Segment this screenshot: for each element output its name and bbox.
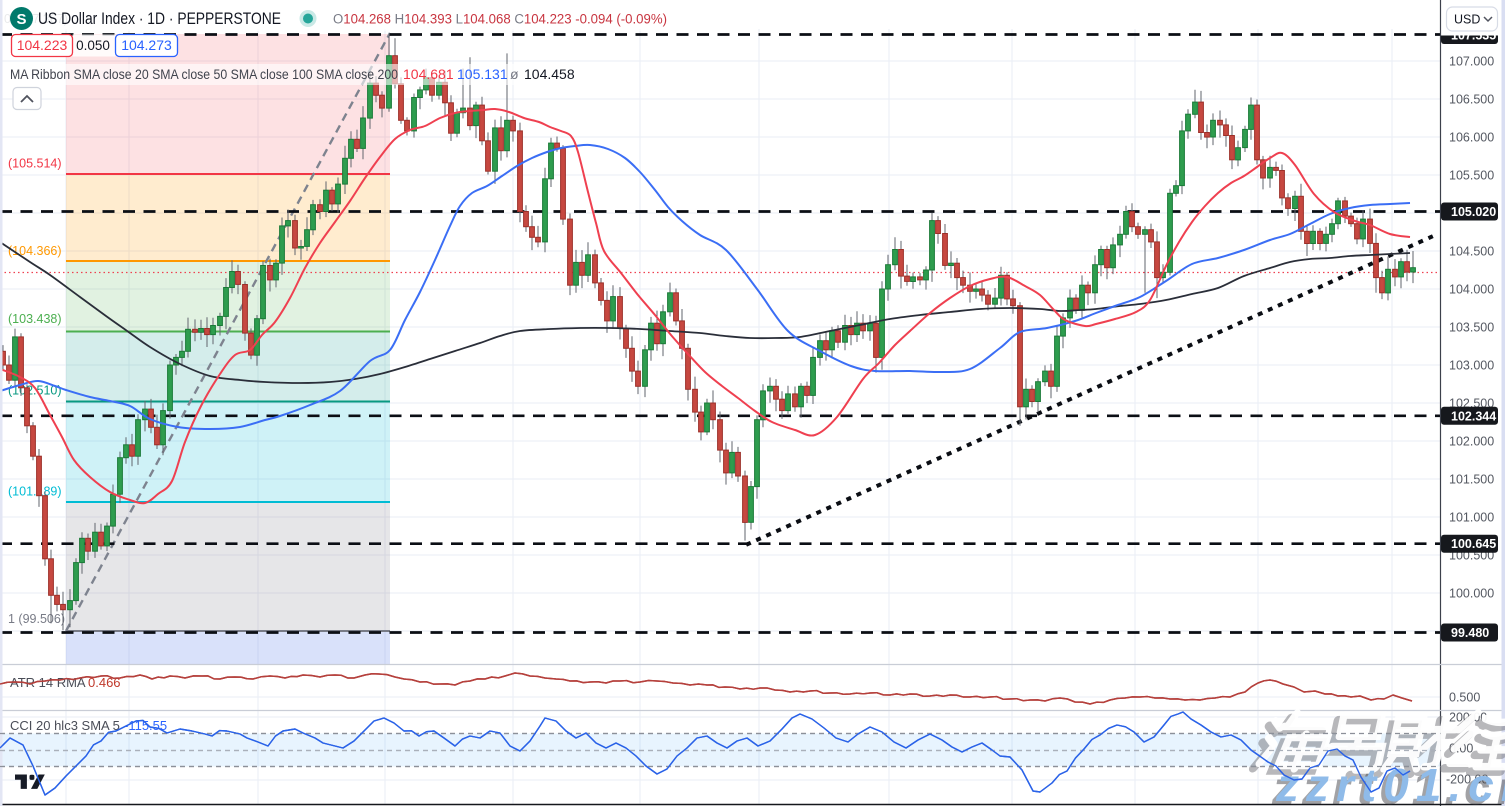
svg-text:99.480: 99.480 (1451, 626, 1489, 640)
svg-text:O104.268 H104.393 L104.068 C10: O104.268 H104.393 L104.068 C104.223 -0.0… (333, 12, 667, 28)
svg-text:MA Ribbon SMA close 20 SMA clo: MA Ribbon SMA close 20 SMA close 50 SMA … (10, 66, 398, 82)
svg-text:105.500: 105.500 (1449, 169, 1494, 183)
svg-text:104.000: 104.000 (1449, 283, 1494, 297)
svg-text:USD: USD (1454, 13, 1480, 27)
svg-text:105.020: 105.020 (1451, 205, 1496, 219)
svg-text:103.500: 103.500 (1449, 321, 1494, 335)
svg-text:(101.189): (101.189) (8, 485, 62, 499)
svg-text:0.050: 0.050 (76, 38, 110, 53)
svg-text:S: S (16, 11, 26, 28)
svg-text:102.000: 102.000 (1449, 435, 1494, 449)
svg-text:101.000: 101.000 (1449, 511, 1494, 525)
svg-text:-115.55: -115.55 (124, 718, 167, 733)
svg-text:(104.366): (104.366) (8, 244, 62, 258)
svg-text:106.500: 106.500 (1449, 93, 1494, 107)
svg-text:(105.514): (105.514) (8, 157, 62, 171)
svg-text:100.000: 100.000 (1449, 587, 1494, 601)
svg-text:CCI 20 hlc3 SMA 5: CCI 20 hlc3 SMA 5 (10, 718, 120, 733)
svg-text:101.500: 101.500 (1449, 473, 1494, 487)
svg-text:107.000: 107.000 (1449, 55, 1494, 69)
svg-text:104.273: 104.273 (121, 37, 172, 53)
svg-text:100.645: 100.645 (1451, 537, 1496, 551)
svg-text:1 (99.506): 1 (99.506) (8, 612, 65, 626)
svg-text:(103.438): (103.438) (8, 312, 62, 326)
svg-text:104.223: 104.223 (17, 37, 68, 53)
svg-text:105.131: 105.131 (457, 66, 508, 82)
svg-text:106.000: 106.000 (1449, 131, 1494, 145)
svg-text:ø: ø (510, 66, 519, 82)
svg-text:104.681: 104.681 (403, 66, 454, 82)
svg-text:104.458: 104.458 (524, 66, 575, 82)
svg-text:0.500: 0.500 (1449, 691, 1480, 705)
svg-text:104.500: 104.500 (1449, 245, 1494, 259)
svg-text:103.000: 103.000 (1449, 359, 1494, 373)
svg-text:US Dollar Index · 1D · PEPPERS: US Dollar Index · 1D · PEPPERSTONE (38, 9, 281, 28)
svg-text:102.344: 102.344 (1451, 409, 1496, 423)
